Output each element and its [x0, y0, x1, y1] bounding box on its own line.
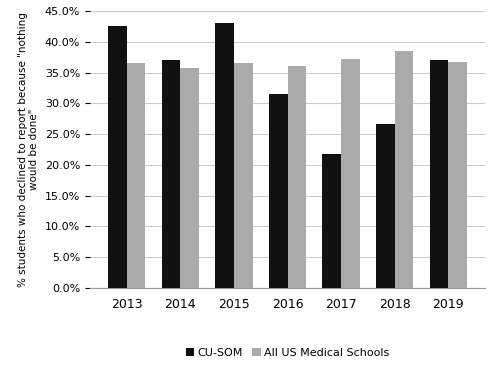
- Bar: [322, 154, 341, 288]
- Bar: [234, 63, 252, 288]
- Bar: [215, 23, 234, 288]
- Y-axis label: % students who declined to report because "nothing
would be done": % students who declined to report becaus…: [18, 12, 40, 287]
- Bar: [126, 63, 146, 288]
- Bar: [268, 94, 287, 288]
- Bar: [448, 62, 467, 288]
- Bar: [376, 124, 394, 288]
- Bar: [162, 60, 180, 288]
- Bar: [430, 60, 448, 288]
- Bar: [288, 66, 306, 288]
- Bar: [341, 59, 360, 288]
- Bar: [108, 27, 126, 288]
- Bar: [180, 68, 199, 288]
- Bar: [394, 51, 413, 288]
- Legend: CU-SOM, All US Medical Schools: CU-SOM, All US Medical Schools: [181, 343, 394, 362]
